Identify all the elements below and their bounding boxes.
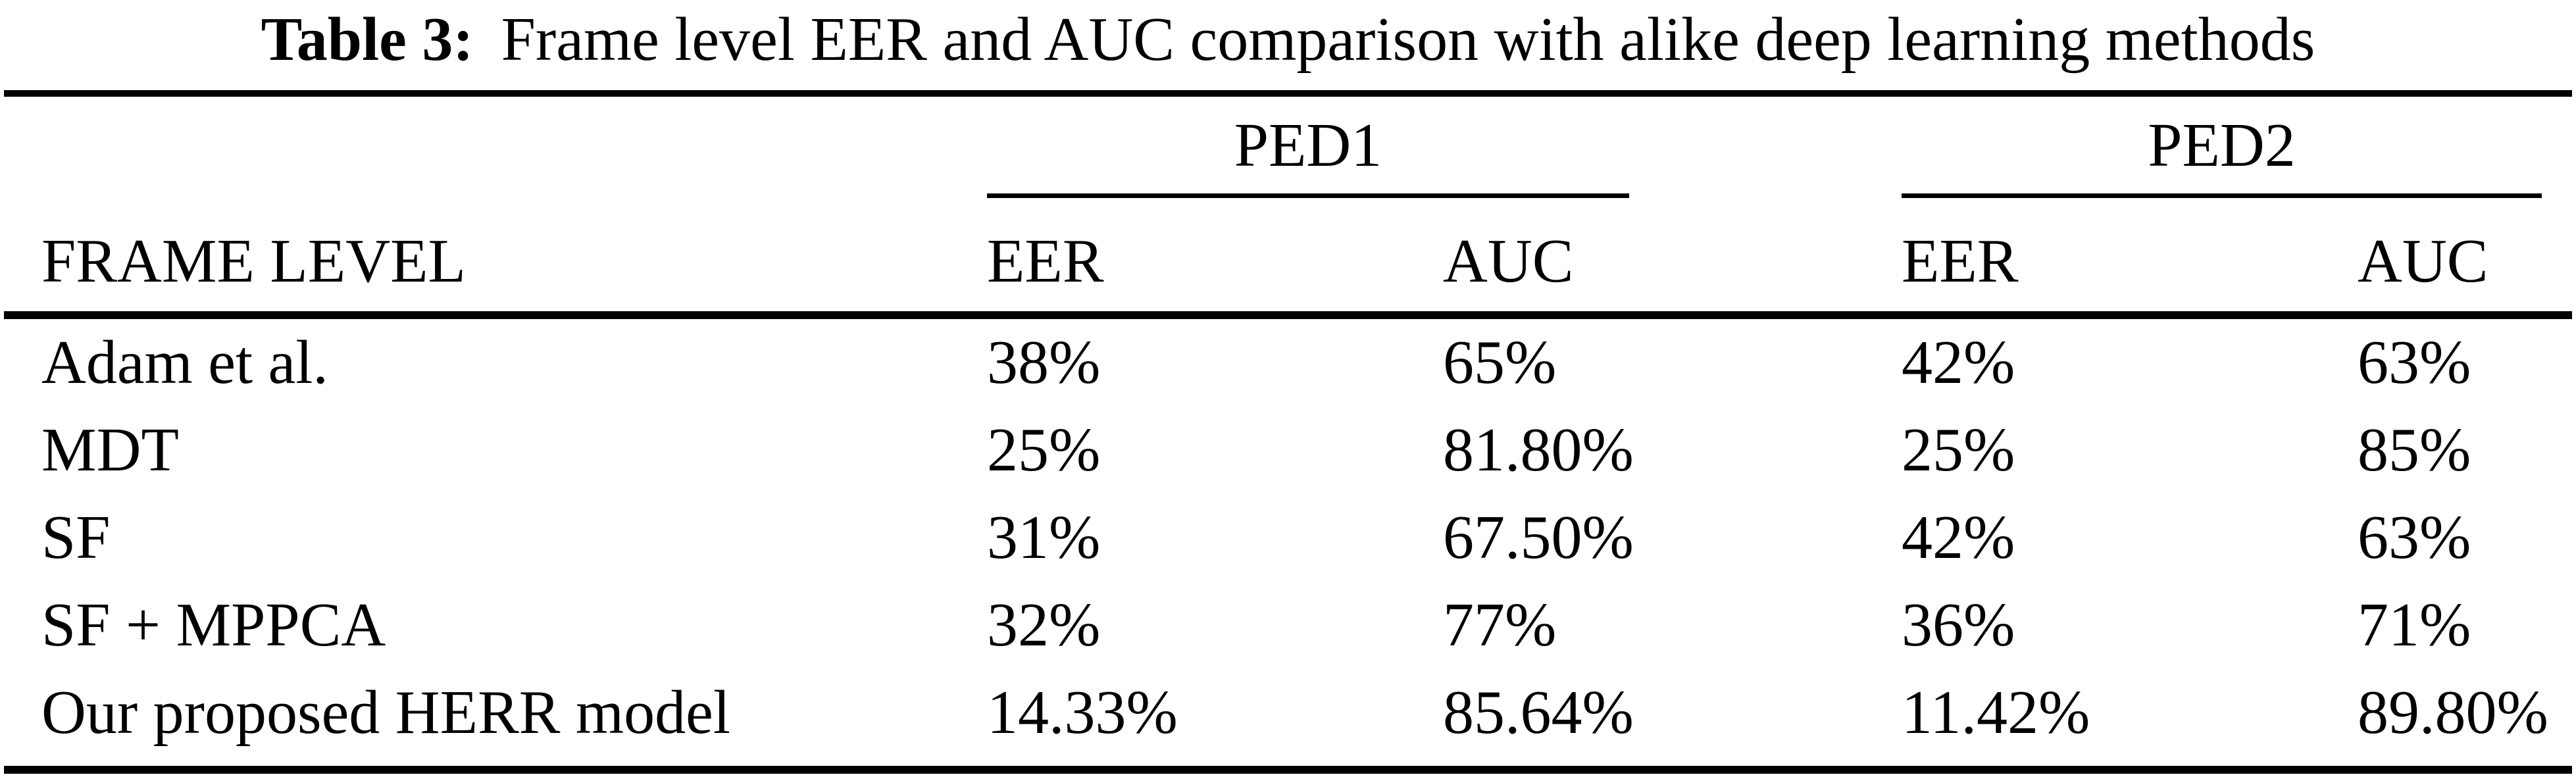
col-header-frame-level: FRAME LEVEL <box>41 227 466 295</box>
caption-text: Frame level EER and AUC comparison with … <box>501 5 2315 74</box>
col-header-ped2-auc: AUC <box>2358 227 2488 295</box>
ped2-auc-cell: 63% <box>2358 328 2471 397</box>
ped2-eer-cell: 11.42% <box>1902 678 2090 747</box>
ped2-eer-cell: 42% <box>1902 328 2015 397</box>
ped2-spanner-rule <box>1902 193 2542 198</box>
ped1-auc-cell: 67.50% <box>1443 503 1634 572</box>
ped2-eer-cell: 42% <box>1902 503 2015 572</box>
caption-label: Table 3: <box>261 5 474 74</box>
ped1-eer-cell: 14.33% <box>987 678 1178 747</box>
ped2-auc-cell: 63% <box>2358 503 2471 572</box>
table-row: SF 31% 67.50% 42% 63% <box>0 507 2576 594</box>
method-cell: Our proposed HERR model <box>41 678 730 747</box>
ped1-eer-cell: 25% <box>987 416 1101 484</box>
ped1-spanner-rule <box>987 193 1629 198</box>
ped1-eer-cell: 31% <box>987 503 1101 572</box>
ped2-auc-cell: 85% <box>2358 416 2471 484</box>
method-cell: SF <box>41 503 111 572</box>
col-header-ped1-auc: AUC <box>1443 227 1574 295</box>
header-row: FRAME LEVEL EER AUC EER AUC <box>0 230 2576 318</box>
method-cell: SF + MPPCA <box>41 591 386 659</box>
col-header-ped1-eer: EER <box>987 227 1104 295</box>
ped1-eer-cell: 38% <box>987 328 1101 397</box>
ped2-eer-cell: 36% <box>1902 591 2015 659</box>
table-row: MDT 25% 81.80% 25% 85% <box>0 419 2576 507</box>
ped2-eer-cell: 25% <box>1902 416 2015 484</box>
ped1-auc-cell: 81.80% <box>1443 416 1634 484</box>
table-row: Our proposed HERR model 14.33% 85.64% 11… <box>0 682 2576 769</box>
table-caption: Table 3: Frame level EER and AUC comparis… <box>0 9 2576 70</box>
rule-bottom <box>4 766 2572 774</box>
method-cell: Adam et al. <box>41 328 328 397</box>
col-header-ped2-eer: EER <box>1902 227 2019 295</box>
ped2-auc-cell: 71% <box>2358 591 2471 659</box>
table-row: Adam et al. 38% 65% 42% 63% <box>0 332 2576 419</box>
table-row: SF + MPPCA 32% 77% 36% 71% <box>0 594 2576 682</box>
group-header-ped2: PED2 <box>2148 111 2296 180</box>
ped2-auc-cell: 89.80% <box>2358 678 2548 747</box>
ped1-auc-cell: 77% <box>1443 591 1557 659</box>
ped1-eer-cell: 32% <box>987 591 1101 659</box>
ped1-auc-cell: 65% <box>1443 328 1557 397</box>
rule-header-separator <box>4 311 2572 319</box>
ped1-auc-cell: 85.64% <box>1443 678 1634 747</box>
method-cell: MDT <box>41 416 179 484</box>
rule-top <box>4 90 2572 97</box>
group-header-ped1: PED1 <box>1234 111 1382 180</box>
